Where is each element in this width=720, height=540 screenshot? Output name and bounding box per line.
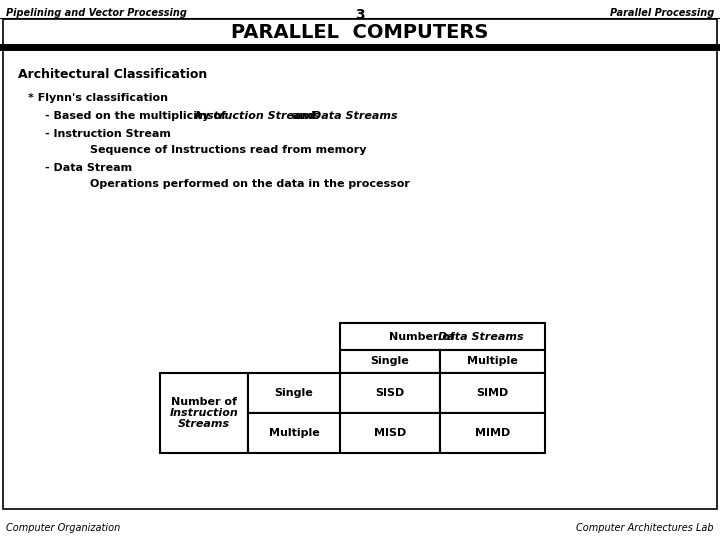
Text: Instruction: Instruction bbox=[170, 408, 238, 418]
Text: Data Streams: Data Streams bbox=[312, 111, 397, 121]
Text: SIMD: SIMD bbox=[477, 388, 508, 398]
Text: Architectural Classification: Architectural Classification bbox=[18, 68, 207, 81]
Text: Streams: Streams bbox=[178, 419, 230, 429]
Text: Number of: Number of bbox=[389, 332, 459, 341]
Bar bbox=[440, 413, 545, 453]
Text: Multiple: Multiple bbox=[269, 428, 320, 438]
Text: Sequence of Instructions read from memory: Sequence of Instructions read from memor… bbox=[90, 145, 366, 155]
Text: Computer Architectures Lab: Computer Architectures Lab bbox=[577, 523, 714, 533]
Text: Single: Single bbox=[274, 388, 313, 398]
Text: MISD: MISD bbox=[374, 428, 406, 438]
Text: SISD: SISD bbox=[375, 388, 405, 398]
Bar bbox=[340, 413, 440, 453]
Text: Data Streams: Data Streams bbox=[438, 332, 523, 341]
Text: Operations performed on the data in the processor: Operations performed on the data in the … bbox=[90, 179, 410, 189]
Text: Instruction Streams: Instruction Streams bbox=[195, 111, 320, 121]
Text: - Instruction Stream: - Instruction Stream bbox=[45, 129, 171, 139]
Text: - Data Stream: - Data Stream bbox=[45, 163, 132, 173]
Bar bbox=[248, 413, 340, 453]
Bar bbox=[340, 350, 440, 373]
Bar bbox=[340, 373, 440, 413]
Text: MIMD: MIMD bbox=[475, 428, 510, 438]
Text: and: and bbox=[287, 111, 318, 121]
Text: Multiple: Multiple bbox=[467, 356, 518, 367]
Text: - Based on the multiplicity of: - Based on the multiplicity of bbox=[45, 111, 230, 121]
Bar bbox=[3, 19, 717, 47]
Bar bbox=[3, 47, 717, 509]
Text: 3: 3 bbox=[355, 8, 365, 22]
Bar bbox=[160, 373, 248, 453]
Text: Number of: Number of bbox=[171, 397, 237, 407]
Text: Computer Organization: Computer Organization bbox=[6, 523, 120, 533]
Text: Single: Single bbox=[371, 356, 410, 367]
Text: Parallel Processing: Parallel Processing bbox=[610, 8, 714, 18]
Text: * Flynn's classification: * Flynn's classification bbox=[28, 93, 168, 103]
Text: PARALLEL  COMPUTERS: PARALLEL COMPUTERS bbox=[231, 24, 489, 43]
Bar bbox=[340, 323, 545, 350]
Bar bbox=[248, 373, 340, 413]
Text: Pipelining and Vector Processing: Pipelining and Vector Processing bbox=[6, 8, 187, 18]
Bar bbox=[440, 373, 545, 413]
Bar bbox=[440, 350, 545, 373]
